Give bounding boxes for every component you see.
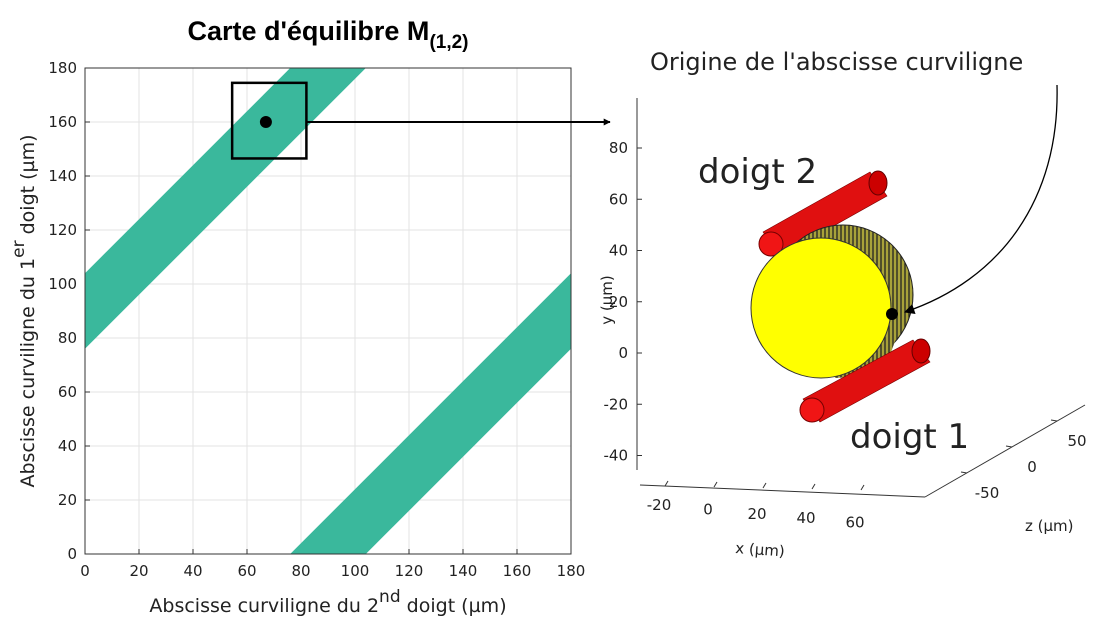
plot-area [85, 68, 571, 554]
y-tick-label: 20 [58, 491, 77, 509]
y-tick-label: -40 [604, 447, 629, 465]
origin-point [886, 308, 898, 320]
chart-title: Carte d'équilibre M(1,2) [187, 16, 468, 53]
region [85, 68, 366, 349]
zoom-box [230, 81, 308, 160]
region [290, 273, 571, 554]
x-tick [860, 484, 865, 491]
x-tick-label: 140 [449, 562, 478, 580]
x-tick-label: 0 [703, 500, 713, 518]
annotation: Origine de l'abscisse curviligne [650, 48, 1023, 76]
annotation: doigt 2 [698, 152, 817, 192]
y-tick-label: 0 [67, 545, 77, 563]
z-tick-label: 0 [1027, 458, 1037, 476]
y-label-part: er [9, 240, 29, 257]
x-tick-label: 160 [503, 562, 532, 580]
z-tick [1050, 419, 1058, 422]
z-tick-label: -50 [975, 484, 1000, 502]
y-tick-label: 100 [48, 275, 77, 293]
axes-box [84, 67, 572, 555]
title-subscript: (1,2) [429, 32, 468, 53]
x-tick-label: 80 [291, 562, 310, 580]
annotation: doigt 1 [850, 417, 969, 457]
cylinder [750, 224, 914, 379]
y-tick-label: 20 [609, 293, 628, 311]
x-tick [664, 480, 669, 487]
z-tick-label: 50 [1067, 432, 1086, 450]
title-main: Carte d'équilibre M [187, 16, 429, 46]
x-axis-line [639, 484, 926, 498]
x-tick-label: 120 [395, 562, 424, 580]
y-tick-label: 40 [58, 437, 77, 455]
x-tick [811, 483, 816, 490]
map-chart: 0 20 40 60 80 100 120 140 160 180 0 20 40 60 80 100 120 1… [9, 16, 611, 617]
z-axis-label: z (μm) [1025, 517, 1074, 535]
y-label-part: doigt (µm) [17, 134, 39, 240]
y-tick-label: 80 [609, 139, 628, 157]
x-tick-label: 60 [845, 514, 864, 532]
y-tick-label: 60 [609, 190, 628, 208]
z-tick [1005, 445, 1013, 448]
x-tick-label: 40 [796, 509, 815, 527]
z-tick [960, 471, 968, 474]
y-axis-label: Abscisse curviligne du 1er doigt (µm) [9, 134, 39, 487]
x-tick-label: 60 [237, 562, 256, 580]
rod-doigt-2 [758, 170, 888, 257]
y-tick-label: 80 [58, 329, 77, 347]
y-axis-label: y (μm) [598, 275, 616, 325]
x-label-part: doigt (µm) [401, 595, 507, 617]
x-tick-label: 100 [341, 562, 370, 580]
curved-arrow [904, 84, 1058, 314]
y-tick-label: 140 [48, 167, 77, 185]
scene-3d: -40 -20 0 20 40 60 80 -20 0 20 40 60 -50 0 50 y (μm) x (… [598, 48, 1087, 560]
y-tick-label: 0 [618, 344, 628, 362]
x-tick-label: -20 [647, 496, 672, 514]
x-tick [762, 482, 767, 489]
y-tick-label: 160 [48, 113, 77, 131]
x-tick-label: 20 [129, 562, 148, 580]
y-tick-label: 40 [609, 242, 628, 260]
x-label-part: nd [379, 587, 401, 607]
x-tick [713, 481, 718, 488]
y-label-part: Abscisse curviligne du 1 [17, 258, 39, 488]
z-axis-line [924, 404, 1086, 498]
point [259, 116, 272, 128]
x-tick-label: 40 [183, 562, 202, 580]
y-tick-label: 60 [58, 383, 77, 401]
y-tick-label: 180 [48, 59, 77, 77]
y-tick-label: -20 [604, 395, 629, 413]
x-axis-label: Abscisse curviligne du 2nd doigt (µm) [149, 587, 506, 617]
x-tick-label: 180 [557, 562, 586, 580]
x-tick-label: 0 [80, 562, 90, 580]
x-axis-label: x (μm) [735, 539, 786, 560]
y-tick-label: 120 [48, 221, 77, 239]
rod-doigt-1 [799, 338, 931, 423]
x-tick-label: 20 [747, 505, 766, 523]
x-label-part: Abscisse curviligne du 2 [149, 595, 379, 617]
